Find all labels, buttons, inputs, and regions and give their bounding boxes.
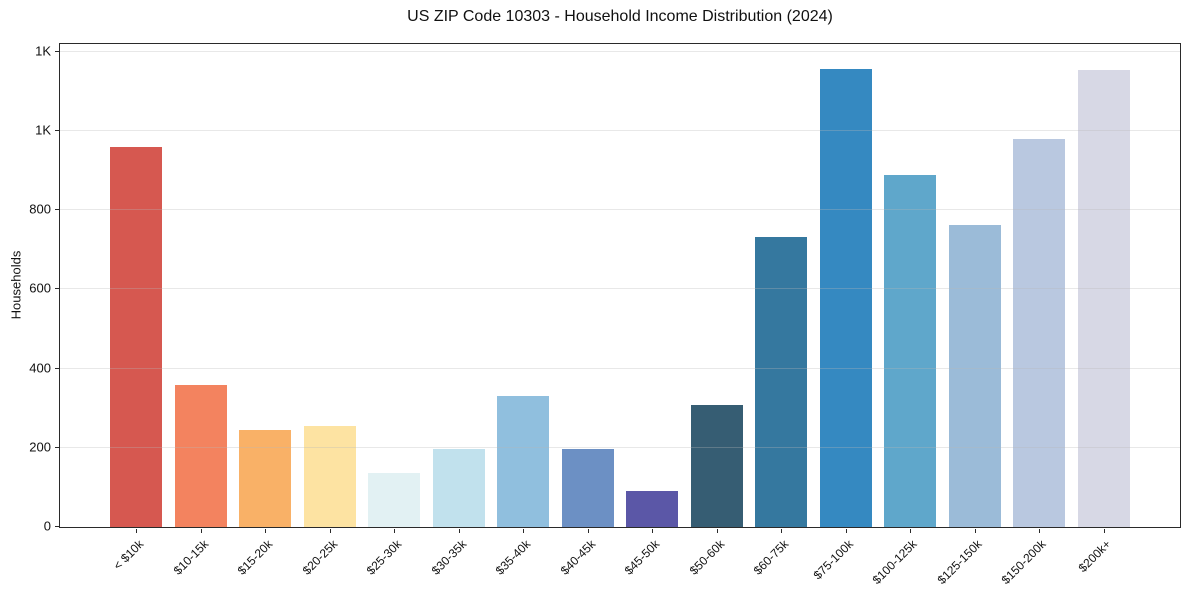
x-tick-label-45-50k: $45-50k [621, 537, 662, 578]
chart-title: US ZIP Code 10303 - Household Income Dis… [407, 8, 833, 25]
bars-group [60, 44, 1180, 527]
x-tick-mark-75-100k [846, 529, 847, 533]
bar-60-75k [755, 237, 808, 527]
y-tick-mark-4 [55, 209, 59, 210]
x-tick-label-25-30k: $25-30k [363, 537, 404, 578]
plot-area [59, 43, 1181, 528]
x-tick-label-100-125k: $100-125k [869, 537, 920, 588]
bar-slot-20-25k [298, 44, 363, 527]
x-tick-mark-10k [136, 529, 137, 533]
y-tick-label-1: 200 [29, 439, 51, 455]
x-tick-mark-50-60k [717, 529, 718, 533]
bar-slot-200k [1072, 44, 1137, 527]
gridline-600 [60, 288, 1180, 289]
gridline-200 [60, 447, 1180, 448]
x-tick-mark-25-30k [394, 529, 395, 533]
y-tick-label-2: 400 [29, 360, 51, 376]
x-tick-label-75-100k: $75-100k [810, 537, 856, 583]
bar-100-125k [884, 175, 937, 527]
x-tick-label-20-25k: $20-25k [299, 537, 340, 578]
x-tick-mark-200k [1104, 529, 1105, 533]
x-tick-label-15-20k: $15-20k [234, 537, 275, 578]
bar-slot-125-150k [943, 44, 1008, 527]
bar-slot-100-125k [878, 44, 943, 527]
x-tick-label-30-35k: $30-35k [428, 537, 469, 578]
y-tick-mark-1 [55, 447, 59, 448]
y-tick-mark-0 [55, 526, 59, 527]
x-tick-mark-10-15k [201, 529, 202, 533]
y-tick-label-5: 1K [35, 122, 51, 138]
bar-25-30k [368, 473, 421, 527]
bar-slot-60-75k [749, 44, 814, 527]
bar-slot-150-200k [1007, 44, 1072, 527]
gridline-1000 [60, 130, 1180, 131]
gridline-400 [60, 368, 1180, 369]
y-tick-label-3: 600 [29, 280, 51, 296]
bar-10-15k [174, 385, 227, 527]
bar-slot-45-50k [620, 44, 685, 527]
bar-slot-30-35k [427, 44, 492, 527]
x-tick-mark-30-35k [459, 529, 460, 533]
x-tick-mark-20-25k [330, 529, 331, 533]
bar-10k [110, 147, 163, 527]
gridline-1200 [60, 51, 1180, 52]
bar-slot-50-60k [685, 44, 750, 527]
bar-75-100k [819, 69, 872, 527]
y-tick-label-0: 0 [43, 518, 51, 534]
bar-30-35k [432, 449, 485, 527]
x-axis-ticks: < $10k $10-15k $15-20k $20-25k $25-30k $30-35… [60, 528, 1180, 590]
x-tick-label-35-40k: $35-40k [492, 537, 533, 578]
bar-200k [1077, 70, 1130, 527]
x-tick-mark-125-150k [975, 529, 976, 533]
y-tick-label-4: 800 [29, 201, 51, 217]
x-tick-label-200k: $200k+ [1075, 537, 1114, 575]
y-tick-label-6: 1K [35, 43, 51, 59]
bar-slot-25-30k [362, 44, 427, 527]
bar-slot-10k [104, 44, 169, 527]
x-tick-mark-45-50k [652, 529, 653, 533]
y-tick-mark-5 [55, 130, 59, 131]
x-tick-mark-100-125k [910, 529, 911, 533]
x-tick-label-150-200k: $150-200k [998, 537, 1049, 588]
bar-20-25k [303, 426, 356, 527]
bar-45-50k [626, 491, 679, 527]
x-tick-label-10-15k: $10-15k [170, 537, 211, 578]
x-tick-label-60-75k: $60-75k [750, 537, 791, 578]
bar-125-150k [948, 225, 1001, 527]
x-tick-mark-15-20k [265, 529, 266, 533]
x-tick-label-125-150k: $125-150k [934, 537, 985, 588]
bar-35-40k [497, 396, 550, 527]
bar-slot-35-40k [491, 44, 556, 527]
x-tick-label-50-60k: $50-60k [686, 537, 727, 578]
bar-40-45k [561, 449, 614, 527]
bar-slot-10-15k [169, 44, 234, 527]
bar-50-60k [690, 405, 743, 527]
gridline-800 [60, 209, 1180, 210]
bar-15-20k [239, 430, 292, 527]
x-tick-mark-150-200k [1039, 529, 1040, 533]
y-axis-ticks: 0 200 400 600 800 1K 1K [0, 43, 59, 534]
y-tick-mark-2 [55, 368, 59, 369]
y-tick-mark-6 [55, 51, 59, 52]
bar-150-200k [1013, 139, 1066, 527]
x-tick-mark-35-40k [523, 529, 524, 533]
x-tick-mark-60-75k [781, 529, 782, 533]
bar-slot-15-20k [233, 44, 298, 527]
x-tick-label-10k: < $10k [110, 537, 146, 573]
x-tick-label-40-45k: $40-45k [557, 537, 598, 578]
y-tick-mark-3 [55, 288, 59, 289]
bar-slot-75-100k [814, 44, 879, 527]
bar-slot-40-45k [556, 44, 621, 527]
x-tick-mark-40-45k [588, 529, 589, 533]
